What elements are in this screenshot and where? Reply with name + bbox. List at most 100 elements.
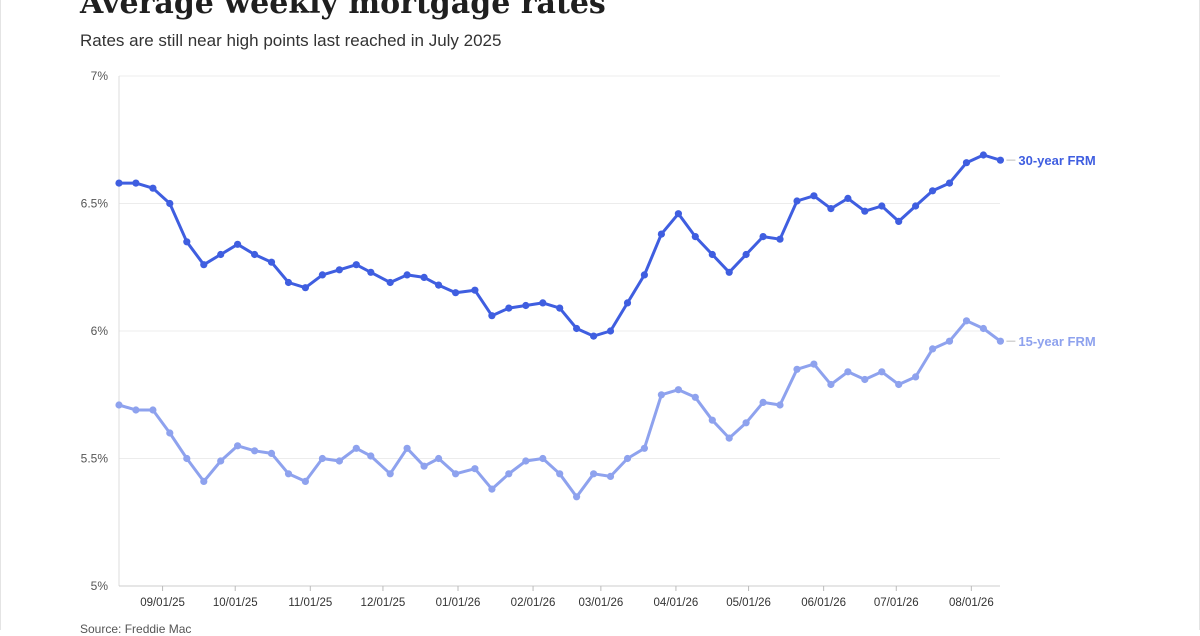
data-point (979, 324, 988, 333)
data-point (335, 457, 343, 465)
x-tick-label: 06/01/26 (801, 597, 846, 609)
data-point (708, 416, 716, 424)
data-point (217, 250, 225, 259)
data-point (623, 299, 632, 307)
x-axis: 09/01/25 10/01/25 11/01/25 12/01/25 01/01/26… (119, 585, 1000, 609)
data-point (301, 284, 309, 292)
data-point (301, 477, 309, 485)
data-point (657, 391, 666, 399)
data-point (284, 470, 293, 478)
data-point (844, 194, 852, 202)
data-point (522, 457, 530, 465)
data-point (267, 258, 276, 266)
data-point (945, 337, 954, 345)
data-point (979, 151, 988, 159)
data-point (403, 444, 411, 452)
series-15-year: 15-year FRM (115, 317, 1096, 501)
data-point (386, 470, 394, 478)
data-point (505, 470, 513, 478)
data-point (691, 233, 699, 241)
series-layer: 30-year FRM 15-year FRM (115, 151, 1096, 501)
x-tick-label: 12/01/25 (361, 597, 406, 609)
data-point (335, 266, 343, 274)
data-point (674, 386, 683, 394)
data-point (420, 462, 428, 470)
data-point (420, 273, 428, 281)
data-point (606, 327, 615, 335)
data-point (539, 299, 547, 307)
data-point (267, 449, 276, 457)
data-point (929, 187, 937, 195)
data-point (132, 179, 140, 187)
x-tick-label: 02/01/26 (511, 597, 556, 609)
data-point (810, 360, 818, 368)
x-tick-label: 10/01/25 (213, 597, 258, 609)
x-tick-label: 03/01/26 (578, 597, 623, 609)
x-tick-label: 01/01/26 (436, 597, 481, 609)
data-point (827, 380, 835, 389)
data-point (996, 337, 1005, 345)
x-tick-label: 11/01/25 (288, 597, 332, 609)
x-tick-label: 07/01/26 (874, 597, 919, 609)
x-tick-label: 04/01/26 (654, 597, 699, 609)
data-point (623, 454, 632, 463)
data-point (115, 401, 123, 409)
data-point (556, 470, 564, 478)
data-point (234, 442, 242, 450)
left-frame-border (0, 0, 1, 630)
y-tick-label: 5% (91, 579, 109, 593)
data-point (962, 159, 971, 167)
data-point (488, 312, 496, 320)
data-point (149, 406, 157, 414)
data-point (149, 184, 157, 192)
data-point (217, 457, 225, 465)
data-point (725, 268, 733, 276)
data-point (640, 444, 649, 452)
data-point (505, 304, 513, 312)
data-point (657, 230, 666, 238)
data-point (793, 197, 801, 205)
data-point (471, 286, 479, 294)
data-point (895, 217, 903, 225)
data-point (590, 332, 598, 340)
data-point (691, 393, 699, 401)
data-point (573, 493, 581, 501)
data-point (318, 271, 326, 279)
data-point (318, 454, 326, 463)
data-point (810, 192, 818, 200)
data-point (284, 278, 293, 287)
data-point (590, 470, 598, 478)
data-point (488, 485, 496, 493)
data-point (522, 301, 530, 310)
data-point (962, 317, 971, 325)
data-point (166, 199, 174, 208)
chart-title: Average weekly mortgage rates (80, 0, 606, 21)
data-point (452, 289, 460, 297)
data-point (895, 380, 903, 389)
data-point (793, 365, 801, 373)
data-point (742, 250, 750, 259)
data-point (403, 271, 411, 279)
data-point (827, 205, 835, 213)
data-point (251, 250, 259, 259)
data-point (996, 156, 1005, 164)
data-point (471, 465, 479, 473)
data-point (742, 419, 750, 427)
data-point (115, 179, 123, 187)
data-point (352, 261, 360, 269)
data-point (200, 261, 208, 269)
data-point (861, 207, 869, 215)
data-point (776, 235, 784, 243)
data-point (251, 447, 259, 455)
x-tick-label: 09/01/25 (140, 597, 185, 609)
y-axis-ticks: 5% 5.5% 6% 6.5% 7% (81, 69, 120, 593)
data-point (912, 202, 920, 210)
chart-subtitle: Rates are still near high points last re… (80, 31, 502, 50)
data-point (606, 472, 615, 480)
data-point (912, 373, 920, 381)
data-point (200, 477, 208, 485)
data-point (132, 406, 140, 414)
data-point (234, 240, 242, 248)
data-point (367, 268, 375, 276)
